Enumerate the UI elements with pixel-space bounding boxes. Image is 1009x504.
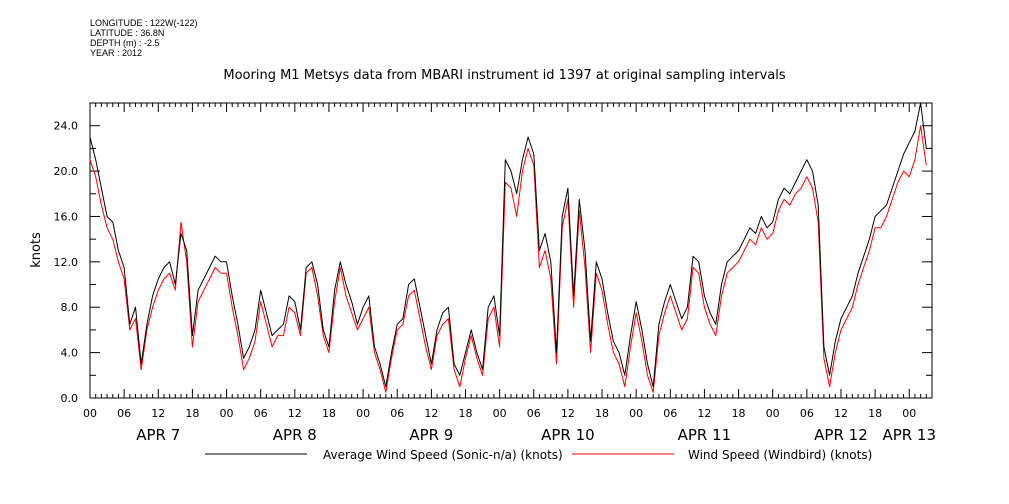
legend-label-sonic: Average Wind Speed (Sonic-n/a) (knots) — [323, 448, 563, 462]
x-tick-label: 06 — [800, 407, 814, 420]
y-tick-label: 12.0 — [54, 256, 79, 269]
x-axis-ticks: 00 06 12 18 00 06 12 18 00 06 12 18 00 06 12 18 00 06 12 18… — [83, 103, 936, 444]
plot-frame — [89, 102, 933, 399]
latitude-label: LATITUDE : 36.8N — [90, 28, 165, 38]
plot-border — [89, 102, 933, 399]
x-tick-label: 18 — [868, 407, 882, 420]
x-tick-label: 06 — [527, 407, 541, 420]
y-tick-label: 24.0 — [54, 120, 79, 133]
x-tick-label: 00 — [629, 407, 643, 420]
x-tick-label: 18 — [732, 407, 746, 420]
y-tick-label: 8.0 — [61, 301, 79, 314]
x-day-label: APR 8 — [273, 426, 317, 444]
longitude-label: LONGITUDE : 122W(-122) — [90, 18, 198, 28]
year-label: YEAR : 2012 — [90, 48, 143, 58]
y-tick-label: 0.0 — [61, 392, 79, 405]
x-tick-label: 06 — [117, 407, 131, 420]
legend-label-windbird: Wind Speed (Windbird) (knots) — [688, 448, 872, 462]
x-tick-label: 12 — [697, 407, 711, 420]
x-tick-label: 12 — [424, 407, 438, 420]
x-tick-label: 18 — [322, 407, 336, 420]
x-day-label: APR 7 — [136, 426, 180, 444]
x-day-label: APR 12 — [814, 426, 868, 444]
series-lines — [89, 102, 927, 393]
x-day-label: APR 11 — [678, 426, 732, 444]
x-tick-label: 12 — [288, 407, 302, 420]
chart-title: Mooring M1 Metsys data from MBARI instru… — [223, 68, 786, 83]
x-tick-label: 06 — [390, 407, 404, 420]
y-tick-label: 16.0 — [54, 210, 79, 223]
legend: Average Wind Speed (Sonic-n/a) (knots) Wi… — [205, 448, 872, 462]
x-tick-label: 00 — [356, 407, 370, 420]
x-day-label: APR 10 — [541, 426, 595, 444]
x-tick-label: 00 — [220, 407, 234, 420]
x-tick-label: 06 — [663, 407, 677, 420]
series-line — [89, 125, 927, 393]
x-day-label: APR 9 — [409, 426, 453, 444]
depth-label: DEPTH (m) : -2.5 — [90, 38, 160, 48]
y-axis-ticks: 0.0 4.0 8.0 12.0 16.0 20.0 24.0 — [54, 102, 932, 405]
y-tick-label: 20.0 — [54, 165, 79, 178]
x-tick-label: 00 — [902, 407, 916, 420]
x-tick-label: 00 — [83, 407, 97, 420]
x-tick-label: 06 — [254, 407, 268, 420]
series-line — [89, 102, 927, 388]
y-tick-label: 4.0 — [61, 347, 79, 360]
x-tick-label: 12 — [561, 407, 575, 420]
x-tick-label: 12 — [151, 407, 165, 420]
metadata-block: LONGITUDE : 122W(-122) LATITUDE : 36.8N … — [90, 18, 198, 58]
x-tick-label: 18 — [185, 407, 199, 420]
x-tick-label: 18 — [595, 407, 609, 420]
x-tick-label: 18 — [458, 407, 472, 420]
x-tick-label: 00 — [766, 407, 780, 420]
x-tick-label: 12 — [834, 407, 848, 420]
y-axis-label: knots — [29, 232, 44, 268]
x-tick-label: 00 — [493, 407, 507, 420]
x-day-label: APR 13 — [882, 426, 936, 444]
